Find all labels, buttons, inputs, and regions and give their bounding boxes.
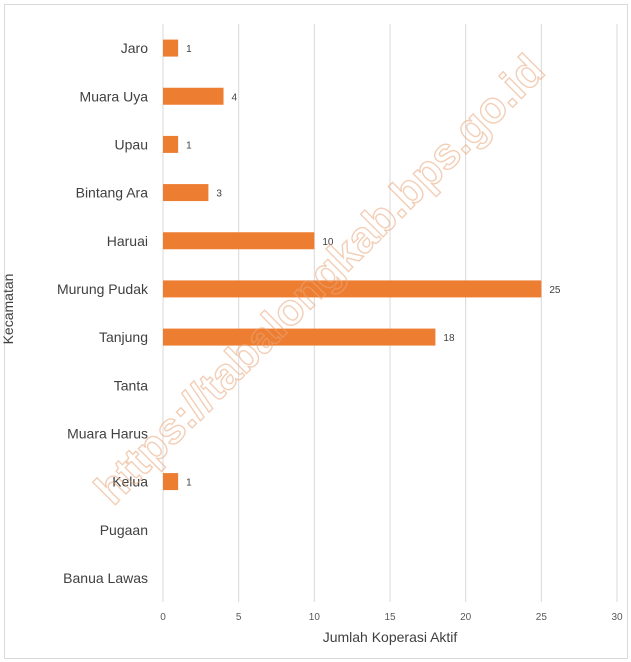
x-tick-label: 10 bbox=[309, 612, 321, 623]
bar bbox=[163, 87, 224, 105]
category-label: Jaro bbox=[121, 40, 148, 56]
labels: 0 5 10 15 20 25 30 Jaro 1 Muara Uya 4 Upau 1 Bintang … bbox=[57, 40, 623, 623]
category-label: Pugaan bbox=[100, 522, 148, 538]
gridlines bbox=[162, 24, 618, 602]
bar bbox=[163, 184, 209, 202]
category-label: Murung Pudak bbox=[57, 281, 149, 297]
data-label: 3 bbox=[216, 189, 222, 200]
data-label: 18 bbox=[443, 333, 455, 344]
x-tick-label: 15 bbox=[384, 612, 396, 623]
data-label: 4 bbox=[232, 92, 238, 103]
data-label: 1 bbox=[186, 140, 192, 151]
x-tick-label: 0 bbox=[160, 612, 166, 623]
category-label: Muara Uya bbox=[80, 88, 149, 104]
data-label: 1 bbox=[186, 44, 192, 55]
category-label: Tanjung bbox=[99, 329, 148, 345]
x-tick-label: 5 bbox=[236, 612, 242, 623]
category-label: Haruai bbox=[107, 233, 148, 249]
category-label: Tanta bbox=[114, 377, 148, 393]
bar bbox=[163, 328, 436, 346]
data-label: 1 bbox=[186, 478, 192, 489]
data-label: 25 bbox=[549, 285, 561, 296]
category-label: Banua Lawas bbox=[63, 570, 148, 586]
category-label: Upau bbox=[115, 136, 148, 152]
data-label: 10 bbox=[322, 237, 334, 248]
category-label: Kelua bbox=[112, 474, 148, 490]
bar bbox=[163, 135, 179, 153]
x-tick-label: 20 bbox=[460, 612, 472, 623]
bar bbox=[163, 39, 179, 57]
x-tick-label: 30 bbox=[611, 612, 623, 623]
category-label: Muara Harus bbox=[67, 425, 148, 441]
category-label: Bintang Ara bbox=[76, 185, 149, 201]
bars bbox=[163, 39, 542, 491]
y-axis-title: Kecamatan bbox=[0, 274, 16, 345]
bar bbox=[163, 280, 542, 298]
watermark: https://tabalongkab.bps.go.id bbox=[86, 46, 554, 514]
bar bbox=[163, 473, 179, 491]
x-axis-title: Jumlah Koperasi Aktif bbox=[323, 629, 458, 645]
bar bbox=[163, 232, 315, 250]
x-tick-label: 25 bbox=[536, 612, 548, 623]
